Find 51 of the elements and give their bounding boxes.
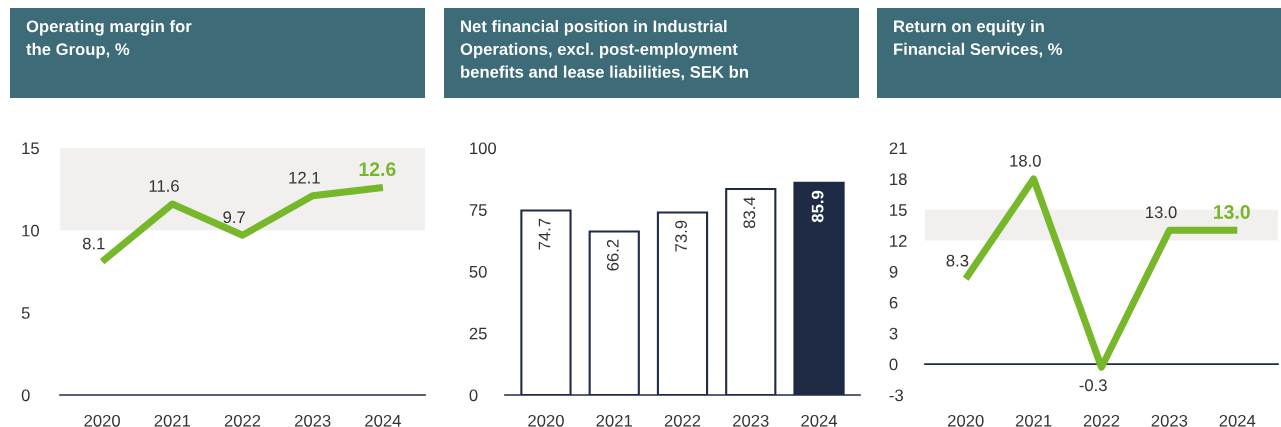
y-tick-label: 5 [21, 307, 30, 319]
x-tick-label: 2023 [1151, 414, 1188, 427]
x-tick-label: 2021 [596, 414, 632, 427]
data-label: 13.0 [1214, 205, 1250, 219]
data-label: 9.7 [223, 211, 245, 224]
data-label: 66.2 [606, 239, 619, 271]
y-tick-label: 21 [889, 142, 907, 155]
y-tick-label: 0 [21, 389, 30, 402]
data-label: 83.4 [743, 196, 756, 229]
y-tick-label: 12 [890, 235, 907, 247]
data-label: 13.0 [1146, 206, 1177, 219]
x-tick-label: 2024 [365, 414, 401, 427]
data-label: 8.3 [946, 254, 969, 267]
x-tick-label: 2022 [1083, 414, 1120, 427]
data-label: 11.6 [149, 179, 179, 192]
y-tick-label: 18 [890, 173, 907, 186]
y-tick-label: 15 [890, 204, 907, 216]
y-tick-label: 75 [469, 204, 487, 216]
data-label: 73.9 [675, 220, 687, 252]
y-tick-label: 100 [470, 142, 497, 155]
data-label: -0.3 [1079, 379, 1107, 392]
y-tick-label: 3 [889, 327, 898, 340]
y-tick-label: 15 [22, 142, 39, 155]
y-tick-label: -3 [889, 389, 903, 402]
data-label: 18.0 [1010, 154, 1041, 167]
data-label: 85.9 [811, 190, 824, 223]
y-tick-label: 25 [469, 327, 487, 340]
x-tick-label: 2020 [948, 414, 984, 427]
x-tick-label: 2023 [294, 414, 331, 427]
data-label: 8.1 [82, 237, 105, 250]
data-label: 12.1 [289, 171, 320, 184]
x-tick-label: 2023 [733, 414, 769, 427]
y-tick-label: 6 [889, 296, 898, 309]
x-tick-label: 2022 [664, 414, 701, 427]
x-tick-label: 2021 [1015, 414, 1052, 427]
x-tick-label: 2024 [801, 414, 838, 427]
chart-title: Net financial position in Industrial Operations, excl. post-employment benefits and lease liabilities, SEK bn [460, 20, 748, 81]
x-tick-label: 2022 [224, 414, 261, 427]
y-tick-label: 9 [889, 265, 898, 278]
x-tick-label: 2021 [154, 414, 191, 427]
y-tick-label: 10 [22, 224, 39, 237]
x-tick-label: 2020 [528, 414, 564, 427]
x-tick-label: 2024 [1219, 414, 1256, 427]
x-tick-label: 2020 [84, 414, 120, 427]
y-tick-label: 50 [469, 265, 487, 278]
y-tick-label: 0 [889, 358, 898, 371]
chart-title: Return on equity in Financial Services, % [894, 20, 1063, 58]
chart-title: Operating margin for the Group, % [26, 20, 192, 59]
data-label: 12.6 [359, 162, 396, 177]
data-label: 74.7 [538, 218, 551, 250]
y-tick-label: 0 [469, 389, 478, 402]
